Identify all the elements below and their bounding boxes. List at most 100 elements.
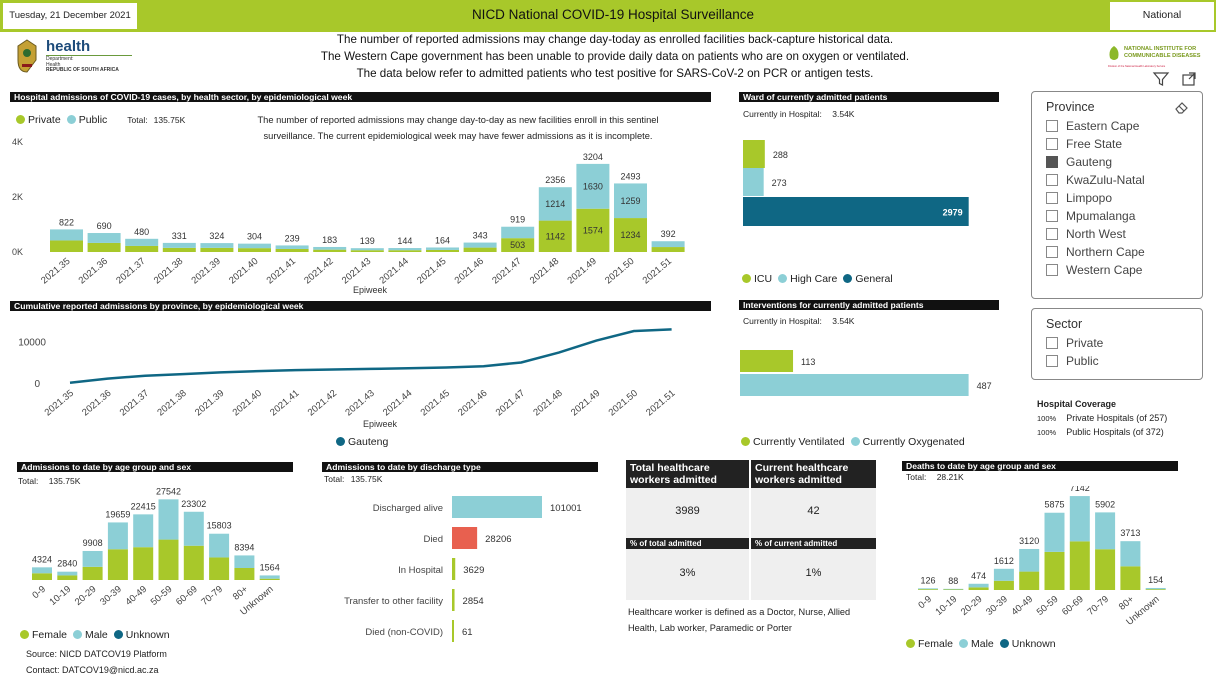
x-tick-label: 2021.48: [528, 256, 561, 287]
bar-segment-private: [350, 250, 384, 252]
province-checkbox[interactable]: [1046, 120, 1058, 132]
legend-female[interactable]: Female: [20, 629, 67, 641]
category-label: In Hospital: [398, 565, 443, 576]
sector-checkbox[interactable]: [1046, 355, 1058, 367]
bar-segment-male: [259, 575, 280, 579]
sector-option[interactable]: Public: [1046, 352, 1202, 370]
bar-value-label: 487: [977, 381, 992, 391]
province-option[interactable]: Limpopo: [1046, 189, 1202, 207]
x-tick-label: 2021.47: [494, 388, 527, 419]
filter-icon[interactable]: [1152, 70, 1170, 88]
bar-segment-public: [463, 242, 497, 248]
bar-segment-private: [87, 242, 121, 252]
interventions-legend: Currently Ventilated Currently Oxygenate…: [741, 436, 965, 448]
bar-segment-female: [968, 587, 989, 590]
province-option[interactable]: North West: [1046, 225, 1202, 243]
legend-public[interactable]: Public: [66, 114, 107, 126]
footer-source: Source: NICD DATCOV19 Platform: [26, 649, 167, 659]
hcw-table: Total healthcare workers admitted Curren…: [626, 460, 876, 600]
province-checkbox[interactable]: [1046, 156, 1058, 168]
bar-value-label: 61: [462, 627, 473, 638]
legend-general[interactable]: General: [843, 273, 893, 285]
bar-total-label: 4324: [32, 554, 52, 564]
bar-total-label: 3120: [1019, 536, 1039, 546]
bar-total-label: 3204: [583, 152, 603, 162]
province-option[interactable]: Free State: [1046, 135, 1202, 153]
bar-segment-private: [125, 245, 159, 252]
x-tick-label: 2021.48: [531, 388, 564, 419]
legend-male[interactable]: Male: [73, 629, 108, 641]
legend-icu[interactable]: ICU: [742, 273, 772, 285]
x-tick-label: 2021.41: [265, 256, 298, 287]
cumulative-legend: Gauteng: [336, 436, 388, 448]
bar-segment-female: [82, 566, 103, 580]
province-option[interactable]: Mpumalanga: [1046, 207, 1202, 225]
bar-segment-public: [200, 243, 234, 248]
legend-male[interactable]: Male: [959, 638, 994, 650]
province-checkbox[interactable]: [1046, 264, 1058, 276]
bar-segment-female: [1044, 551, 1065, 590]
x-tick-label: 2021.46: [453, 256, 486, 287]
hcw-definition: Healthcare worker is defined as a Doctor…: [628, 607, 851, 633]
x-tick-label: 2021.51: [641, 256, 674, 287]
province-option[interactable]: Northern Cape: [1046, 243, 1202, 261]
bar-segment-male: [209, 533, 230, 558]
bar-segment-public: [350, 248, 384, 251]
age-bar-chart: 4324 0-9 2840 10-19 9908 20-29 19659 30-39 22415…: [30, 488, 280, 618]
bar-total-label: 331: [172, 231, 187, 241]
province-option[interactable]: Gauteng: [1046, 153, 1202, 171]
province-checkbox[interactable]: [1046, 228, 1058, 240]
sector-checkbox[interactable]: [1046, 337, 1058, 349]
bar-total-label: 164: [435, 235, 450, 245]
x-tick-label: 2021.36: [77, 256, 110, 287]
nicd-leaf-icon: [1109, 46, 1119, 60]
x-tick-label: 2021.42: [302, 256, 335, 287]
bar-total-label: 239: [285, 233, 300, 243]
province-option[interactable]: KwaZulu-Natal: [1046, 171, 1202, 189]
y-tick-label: 2K: [12, 192, 23, 202]
province-checkbox[interactable]: [1046, 246, 1058, 258]
health-logo-health: Health: [46, 61, 61, 68]
legend-gauteng[interactable]: Gauteng: [336, 436, 388, 448]
sector-option[interactable]: Private: [1046, 334, 1202, 352]
legend-private[interactable]: Private: [16, 114, 61, 126]
x-tick-label: 2021.40: [227, 256, 260, 287]
province-option-label: Northern Cape: [1066, 245, 1145, 259]
bar-segment-private: [238, 248, 271, 252]
bar-segment-female: [234, 567, 255, 580]
bar-total-label: 27542: [156, 488, 181, 496]
focus-mode-icon[interactable]: [1181, 71, 1197, 87]
legend-high-care[interactable]: High Care: [778, 273, 837, 285]
bar-segment-private: [313, 249, 347, 252]
x-tick-label: 60-69: [174, 584, 200, 608]
x-tick-label: 2021.36: [80, 388, 113, 419]
bar-in-hospital: [452, 558, 456, 580]
province-checkbox[interactable]: [1046, 174, 1058, 186]
legend-unknown[interactable]: Unknown: [999, 638, 1056, 650]
province-checkbox[interactable]: [1046, 192, 1058, 204]
bar-total-label: 2493: [620, 171, 640, 181]
x-tick-label: 2021.42: [306, 388, 339, 419]
legend-oxygenated[interactable]: Currently Oxygenated: [850, 436, 965, 448]
legend-ventilated[interactable]: Currently Ventilated: [741, 436, 845, 448]
bar-segment-male: [1044, 512, 1065, 552]
bar-segment-male: [1095, 512, 1116, 550]
province-checkbox[interactable]: [1046, 138, 1058, 150]
province-option[interactable]: Western Cape: [1046, 261, 1202, 279]
bar-segment-male: [943, 588, 964, 590]
bar-value-label: 273: [772, 178, 787, 188]
eraser-icon[interactable]: [1174, 100, 1190, 114]
deaths-total-label: Total:: [906, 472, 927, 482]
province-checkbox[interactable]: [1046, 210, 1058, 222]
x-tick-label: 2021.50: [607, 388, 640, 419]
category-label: Discharged alive: [373, 503, 443, 514]
bar-discharged-alive: [452, 496, 542, 518]
scope-indicator[interactable]: National: [1110, 2, 1214, 30]
sector-slicer: Sector Private Public: [1031, 308, 1203, 380]
notice-line-2: The Western Cape government has been una…: [320, 50, 910, 63]
province-option[interactable]: Eastern Cape: [1046, 117, 1202, 135]
coverage-label: Private Hospitals (of 257): [1066, 413, 1168, 423]
legend-unknown[interactable]: Unknown: [113, 629, 170, 641]
legend-female[interactable]: Female: [906, 638, 953, 650]
x-tick-label: 2021.35: [39, 256, 72, 287]
